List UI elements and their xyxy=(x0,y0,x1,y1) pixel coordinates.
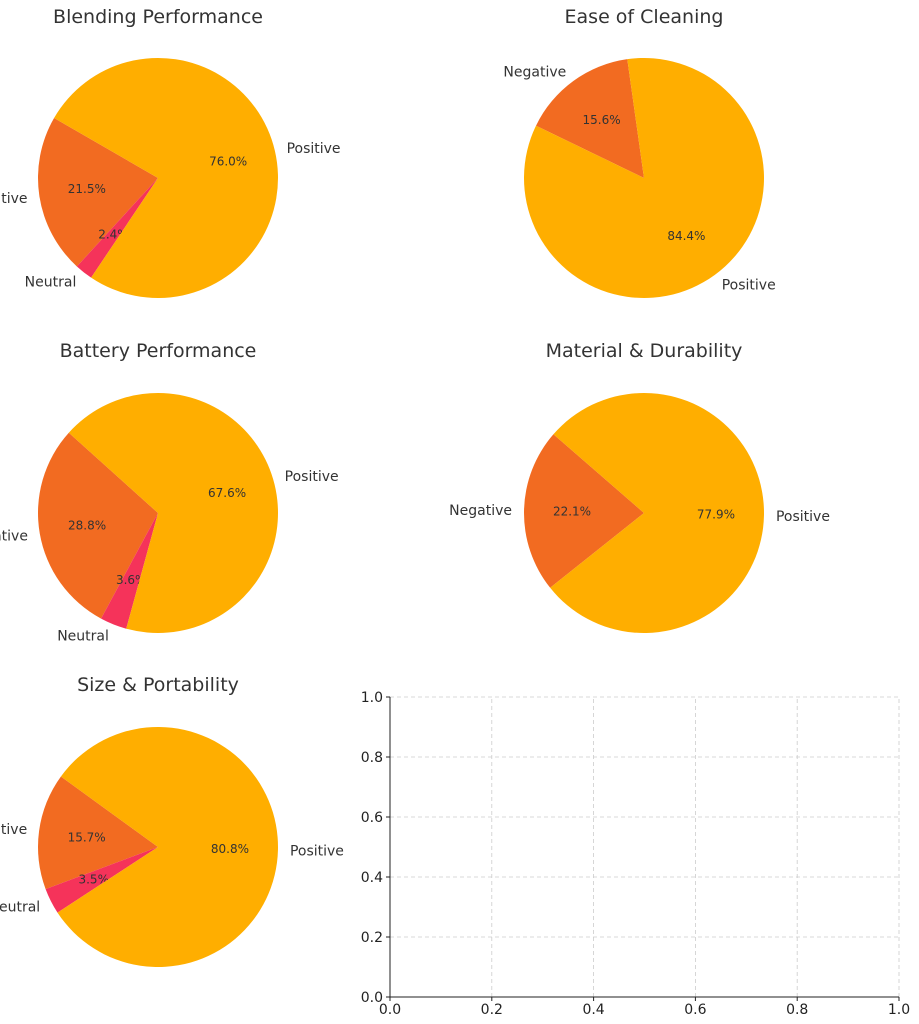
chart-title: Ease of Cleaning xyxy=(565,6,724,28)
slice-label-positive: Positive xyxy=(290,843,344,859)
pct-label-positive: 77.9% xyxy=(697,508,735,522)
chart-title: Material & Durability xyxy=(546,340,743,362)
pct-label-negative: 21.5% xyxy=(68,182,106,196)
pie-slice-negative xyxy=(524,434,644,588)
slice-label-negative: Negative xyxy=(0,529,28,545)
pie-slice-neutral xyxy=(45,847,158,913)
slice-label-neutral: Neutral xyxy=(25,275,77,291)
pie-chart-blending-performance: Blending Performance21.5%Negative2.4%Neu… xyxy=(0,6,341,298)
pct-label-negative: 28.8% xyxy=(68,518,106,532)
slice-label-neutral: Neutral xyxy=(57,629,109,645)
x-tick-label: 0.4 xyxy=(582,1002,604,1018)
pie-slice-positive xyxy=(54,58,278,298)
pct-label-neutral: 3.5% xyxy=(78,872,109,886)
pct-label-positive: 67.6% xyxy=(208,486,246,500)
pct-label-negative: 15.7% xyxy=(68,830,106,844)
chart-title: Battery Performance xyxy=(60,340,257,362)
pie-slice-neutral xyxy=(76,178,158,278)
y-tick-label: 0.8 xyxy=(361,750,383,766)
pie-slice-positive xyxy=(524,58,764,299)
x-tick-label: 0.0 xyxy=(379,1002,401,1018)
pct-label-positive: 76.0% xyxy=(209,155,247,169)
pie-slice-positive xyxy=(68,393,278,633)
chart-title: Blending Performance xyxy=(53,6,263,28)
x-tick-label: 0.6 xyxy=(684,1002,706,1018)
slice-label-positive: Positive xyxy=(287,141,341,157)
slice-label-negative: Negative xyxy=(503,64,566,80)
pie-chart-size-portability: Size & Portability 15.7% Negative 3.5% Neutr… xyxy=(0,674,344,967)
pie-slice-positive xyxy=(550,393,764,633)
y-tick-label: 0.0 xyxy=(361,990,383,1006)
pct-label-positive: 80.8% xyxy=(211,842,249,856)
slice-label-negative: Negative xyxy=(449,503,512,519)
slice-label-negative: Negative xyxy=(0,822,27,838)
x-tick-label: 1.0 xyxy=(888,1002,910,1018)
y-tick-label: 0.4 xyxy=(361,870,383,886)
slice-label-negative: Negative xyxy=(0,191,28,207)
pie-slice-negative xyxy=(535,59,644,178)
y-tick-label: 0.2 xyxy=(361,930,383,946)
empty-axes: 0.0 0.2 0.4 0.6 0.8 1.0 0.0 0.2 0.4 0.6 0.8 1.0 xyxy=(361,690,910,1018)
pie-slice-negative xyxy=(37,118,158,267)
pct-label-positive: 84.4% xyxy=(667,229,705,243)
chart-title: Size & Portability xyxy=(77,674,239,696)
y-tick-label: 0.6 xyxy=(361,810,383,826)
pie-chart-ease-of-cleaning: Ease of Cleaning 15.6% Negative 84.4% Positi… xyxy=(503,6,776,299)
pie-chart-battery-performance: Battery Performance28.8%Negative3.6%Neut… xyxy=(0,340,339,645)
pie-slice-neutral xyxy=(101,513,158,629)
slice-label-neutral: Neutral xyxy=(0,900,40,916)
x-tick-label: 0.8 xyxy=(786,1002,808,1018)
pct-label-negative: 15.6% xyxy=(583,113,621,127)
pie-slice-negative xyxy=(37,432,158,619)
x-tick-label: 0.2 xyxy=(481,1002,503,1018)
pie-chart-material-durability: Material & Durability 22.1% Negative 77.9% P… xyxy=(449,340,830,633)
pie-slice-negative xyxy=(37,776,158,890)
y-tick-label: 1.0 xyxy=(361,690,383,706)
slice-label-positive: Positive xyxy=(776,509,830,525)
pie-slice-positive xyxy=(57,727,278,967)
slice-label-positive: Positive xyxy=(285,469,339,485)
slice-label-positive: Positive xyxy=(722,278,776,294)
pct-label-negative: 22.1% xyxy=(553,504,591,518)
